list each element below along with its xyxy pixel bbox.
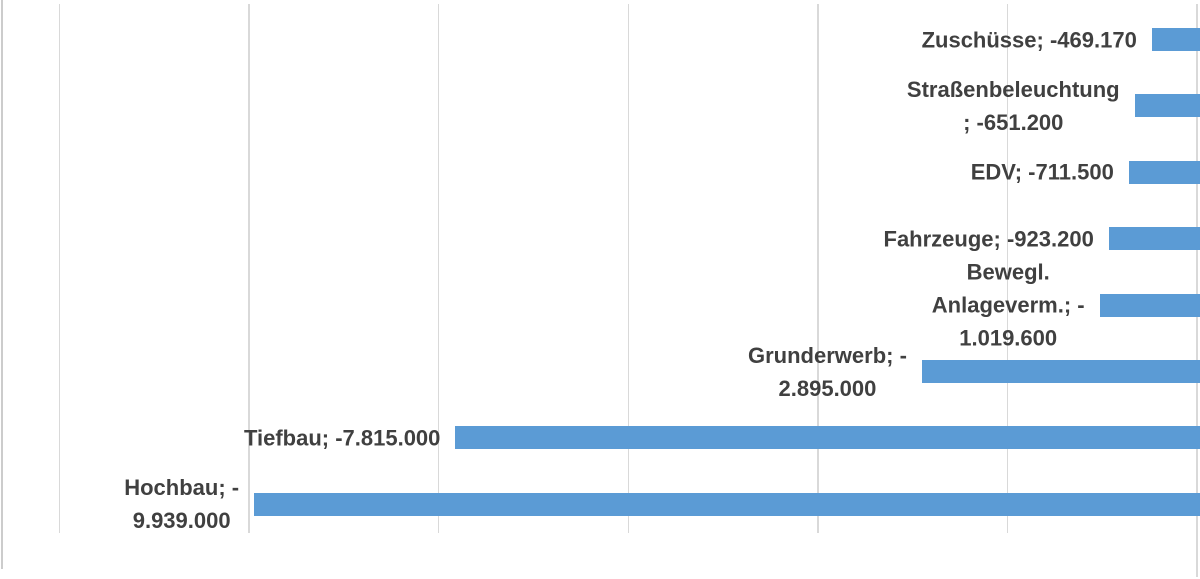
bar-label-line: ; -651.200: [963, 109, 1064, 135]
bar-label: Hochbau; - 9.939.000: [124, 471, 239, 537]
bar-label-line: Fahrzeuge; -923.200: [883, 226, 1094, 252]
gridline-zero: [1196, 4, 1198, 577]
bar: [1099, 293, 1200, 317]
gridline: [58, 4, 61, 533]
bar-label: Grunderwerb; - 2.895.000: [748, 339, 907, 405]
bar: [921, 360, 1200, 383]
bar-label: Fahrzeuge; -923.200: [884, 222, 1094, 255]
bar-label-line: Tiefbau; -7.815.000: [243, 425, 441, 451]
chart-border-left: [1, 0, 3, 569]
bar: [1108, 227, 1200, 251]
bar: [254, 492, 1200, 516]
bar: [1134, 94, 1200, 118]
bar-label: Zuschüsse; -469.170: [922, 23, 1137, 56]
bar-label: Bewegl. Anlageverm.; - 1.019.600: [932, 256, 1085, 355]
bar-label-line: Anlageverm.; -: [931, 292, 1085, 318]
bar-label-line: Bewegl.: [966, 259, 1050, 285]
bar-label-line: 1.019.600: [959, 325, 1058, 351]
bar-label-line: 2.895.000: [778, 375, 877, 401]
bar: [1128, 160, 1200, 184]
gridline: [817, 4, 819, 533]
bar-label-line: Grunderwerb; -: [748, 342, 907, 368]
gridline: [248, 4, 250, 533]
bar-label-line: Hochbau; -: [124, 475, 240, 501]
gridline: [1006, 4, 1009, 533]
bar-label-line: EDV; -711.500: [970, 159, 1114, 185]
bar: [455, 426, 1200, 450]
gridline: [437, 4, 440, 533]
bar-label-line: 9.939.000: [132, 508, 231, 534]
bar: [1151, 28, 1200, 51]
bar-label: EDV; -711.500: [971, 156, 1114, 189]
bar-label-line: Zuschüsse; -469.170: [921, 27, 1137, 52]
gridline: [627, 4, 629, 533]
bar-label-line: Straßenbeleuchtung: [906, 76, 1120, 102]
bar-label: Tiefbau; -7.815.000: [244, 421, 440, 454]
bar-label: Straßenbeleuchtung ; -651.200: [907, 73, 1120, 139]
